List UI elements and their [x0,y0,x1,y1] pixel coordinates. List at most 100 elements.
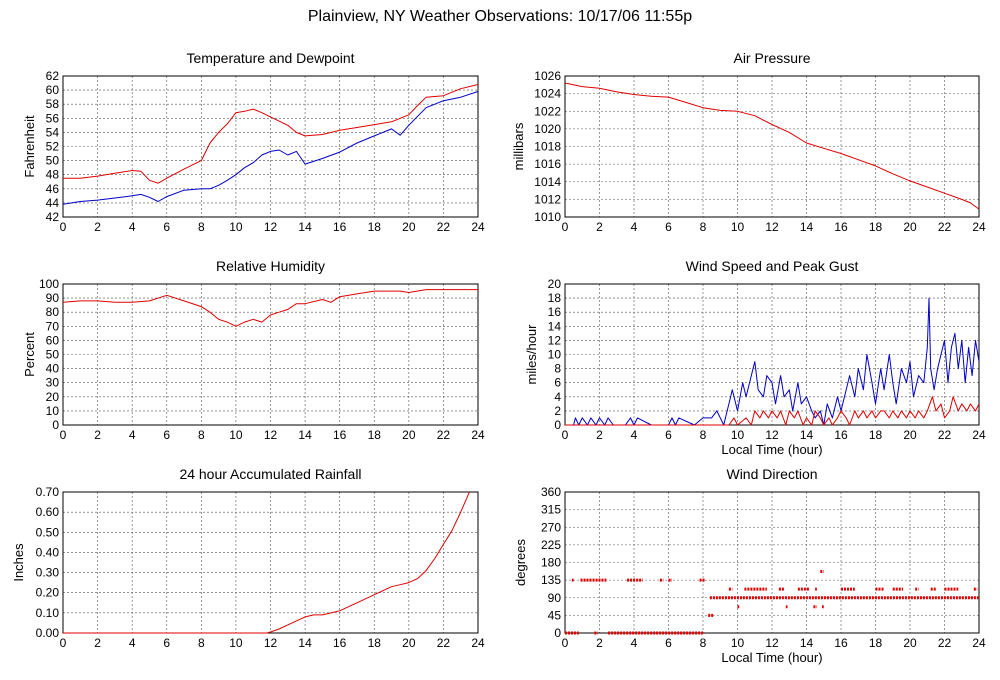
rain-xtick-label: 8 [198,636,205,650]
temp-ytick-label: 56 [46,111,60,125]
wind-xtick-label: 2 [596,428,603,442]
temp-ylabel: Fahrenheit [22,115,37,178]
rain-ytick-label: 0.50 [36,525,60,539]
wind-xtick-label: 16 [834,428,848,442]
temp-ytick-label: 52 [46,140,60,154]
humidity-ytick-label: 80 [46,305,60,319]
wind-ytick-label: 6 [554,376,561,390]
direction-frame [564,491,980,634]
wind-ytick-label: 20 [548,277,562,291]
direction-xtick-label: 16 [834,636,848,650]
wind-xtick-label: 20 [903,428,917,442]
rain-xtick-label: 0 [60,636,67,650]
pressure-title: Air Pressure [733,50,810,66]
temp-ytick-label: 46 [46,182,60,196]
humidity-xtick-label: 24 [471,428,485,442]
rain-ytick-label: 0.60 [36,505,60,519]
rain-xtick-label: 22 [437,636,451,650]
temp-series-0-line [63,84,479,184]
direction-xtick-label: 20 [903,636,917,650]
pressure-ytick-label: 1020 [534,122,561,136]
pressure-ytick-label: 1016 [534,157,561,171]
humidity-ytick-label: 100 [39,277,59,291]
rain-xtick-label: 2 [94,636,101,650]
direction-ytick-label: 135 [541,573,561,587]
wind-xtick-label: 24 [972,428,986,442]
pressure-ytick-label: 1010 [534,210,561,224]
temp-ytick-label: 50 [46,154,60,168]
wind-xtick-label: 0 [562,428,569,442]
temp-title: Temperature and Dewpoint [186,50,354,66]
temp-xtick-label: 16 [333,220,347,234]
direction-xtick-label: 2 [596,636,603,650]
wind-xtick-label: 22 [938,428,952,442]
pressure-xtick-label: 12 [765,220,779,234]
humidity-title: Relative Humidity [216,258,325,274]
page-title: Plainview, NY Weather Observations: 10/1… [307,8,693,25]
direction-ytick-label: 0 [554,626,561,640]
wind-ytick-label: 8 [554,362,561,376]
wind-series-0-line [565,297,980,426]
humidity-xtick-label: 16 [333,428,347,442]
rain-ytick-label: 0.00 [36,626,60,640]
humidity-ytick-label: 90 [46,291,60,305]
direction-ytick-label: 90 [548,591,562,605]
rain-frame [62,491,479,634]
rain-title: 24 hour Accumulated Rainfall [179,466,361,482]
humidity-xtick-label: 4 [129,428,136,442]
wind-xtick-label: 18 [869,428,883,442]
pressure-xtick-label: 14 [800,220,814,234]
direction-ylabel: degrees [513,539,528,586]
direction-xtick-label: 22 [938,636,952,650]
humidity-ytick-label: 20 [46,390,60,404]
temp-xtick-label: 24 [471,220,485,234]
direction-ytick-label: 360 [541,485,561,499]
pressure-ytick-label: 1026 [534,69,561,83]
direction-xtick-label: 24 [972,636,986,650]
humidity-ytick-label: 10 [46,404,60,418]
pressure-ytick-label: 1018 [534,140,561,154]
humidity-xtick-label: 18 [368,428,382,442]
humidity-ytick-label: 60 [46,333,60,347]
humidity-xtick-label: 20 [402,428,416,442]
temp-xtick-label: 4 [129,220,136,234]
rain-xtick-label: 20 [402,636,416,650]
wind-frame [564,283,980,426]
direction-xtick-label: 18 [869,636,883,650]
pressure-series-0-line [564,82,980,210]
pressure-xtick-label: 10 [731,220,745,234]
pressure-xtick-label: 0 [562,220,569,234]
rain-xtick-label: 18 [368,636,382,650]
direction-ytick-label: 315 [541,503,561,517]
rain-ytick-label: 0.40 [36,545,60,559]
pressure-xtick-label: 8 [700,220,707,234]
humidity-ytick-label: 50 [46,348,60,362]
wind-xtick-label: 4 [631,428,638,442]
temp-xtick-label: 6 [163,220,170,234]
wind-xlabel: Local Time (hour) [721,442,822,457]
temp-series-1-line [62,91,479,205]
temp-xtick-label: 12 [264,220,278,234]
pressure-ytick-label: 1012 [534,192,561,206]
rain-ytick-label: 0.30 [36,566,60,580]
rain-xtick-label: 16 [333,636,347,650]
rain-ytick-label: 0.10 [36,606,60,620]
rain-ytick-label: 0.20 [36,586,60,600]
wind-ytick-label: 10 [548,348,562,362]
rain-xtick-label: 14 [298,636,312,650]
wind-xtick-label: 10 [731,428,745,442]
temp-ytick-label: 42 [46,210,60,224]
pressure-xtick-label: 6 [665,220,672,234]
rain-xtick-label: 24 [471,636,485,650]
humidity-xtick-label: 22 [437,428,451,442]
humidity-frame [62,283,479,426]
wind-ytick-label: 12 [548,333,562,347]
humidity-series-0-line [62,289,478,327]
direction-xtick-label: 12 [765,636,779,650]
pressure-xtick-label: 18 [869,220,883,234]
direction-xtick-label: 0 [562,636,569,650]
wind-ytick-label: 14 [548,319,562,333]
